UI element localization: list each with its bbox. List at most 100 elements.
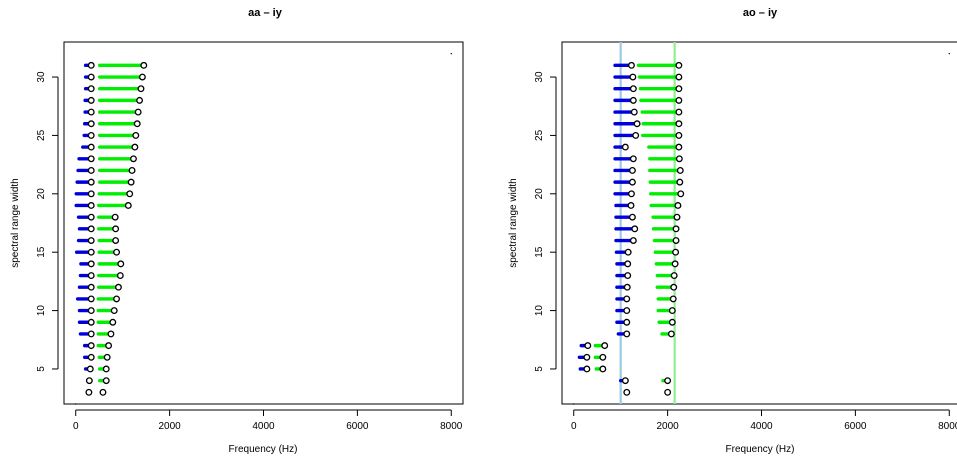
low-peak-marker <box>628 61 635 69</box>
x-tick-label: 2000 <box>158 421 181 432</box>
low-peak-marker <box>87 131 95 139</box>
low-peak-marker <box>628 167 636 174</box>
low-peak-marker <box>87 248 95 256</box>
low-peak-marker <box>87 120 95 128</box>
high-peak-marker <box>676 178 684 186</box>
high-peak-marker <box>128 167 136 174</box>
high-peak-marker <box>103 353 111 361</box>
high-peak-marker <box>124 202 132 209</box>
low-peak-marker <box>623 388 631 396</box>
low-peak-marker <box>623 295 631 303</box>
low-peak-marker <box>85 377 93 385</box>
low-peak-marker <box>624 248 632 256</box>
high-peak-marker <box>130 155 137 163</box>
high-peak-marker <box>599 353 607 361</box>
high-peak-marker <box>672 248 680 256</box>
high-peak-marker <box>131 143 139 151</box>
high-peak-marker <box>664 377 672 385</box>
high-peak-marker <box>673 213 681 221</box>
y-tick-label: 10 <box>36 305 47 317</box>
high-peak-marker <box>675 131 683 139</box>
low-peak-marker <box>87 318 95 326</box>
low-peak-marker <box>87 283 95 291</box>
y-tick-label: 15 <box>534 246 545 258</box>
x-tick-label: 6000 <box>844 421 867 432</box>
high-peak-marker <box>102 377 110 385</box>
high-peak-marker <box>675 143 683 151</box>
low-peak-marker <box>87 155 95 163</box>
high-peak-marker <box>675 120 683 128</box>
y-tick-label: 10 <box>534 305 545 317</box>
high-peak-marker <box>136 96 144 104</box>
low-peak-marker <box>623 330 631 338</box>
chart-panel-ao-iy: ao – iy 0 2000 4000 6000 8000 5 10 15 20 25 30 Fr… <box>508 7 957 455</box>
high-peak-marker <box>116 272 124 279</box>
chart-panel-aa-iy: aa – iy 0 2000 4000 6000 8000 5 10 15 20 25 30 Fr… <box>10 7 464 455</box>
high-peak-marker <box>675 73 683 81</box>
high-peak-marker <box>668 318 676 326</box>
high-peak-marker <box>677 190 685 198</box>
y-tick-label: 30 <box>36 71 47 83</box>
low-peak-marker <box>583 365 591 373</box>
low-peak-marker <box>633 120 641 128</box>
x-tick-label: 4000 <box>750 421 773 432</box>
low-peak-marker <box>621 377 629 385</box>
low-peak-marker <box>629 73 637 81</box>
y-tick-label: 5 <box>36 366 47 372</box>
high-peak-marker <box>668 307 676 315</box>
high-peak-marker <box>670 272 678 279</box>
low-peak-marker <box>628 178 636 186</box>
low-peak-marker <box>584 342 592 350</box>
high-peak-marker <box>669 295 677 303</box>
plot-frame <box>63 41 464 405</box>
low-peak-marker <box>632 131 640 139</box>
high-peak-marker <box>676 167 684 174</box>
low-peak-marker <box>87 225 95 233</box>
low-peak-marker <box>621 143 629 151</box>
high-peak-marker <box>113 248 121 256</box>
high-peak-marker <box>127 178 135 186</box>
y-tick-label: 20 <box>36 188 47 200</box>
low-peak-marker <box>85 388 93 396</box>
low-peak-marker <box>87 190 95 198</box>
low-peak-marker <box>87 85 95 93</box>
low-peak-marker <box>87 272 95 279</box>
high-peak-marker <box>672 237 680 244</box>
x-tick-label: 8000 <box>440 421 463 432</box>
high-peak-marker <box>126 190 134 198</box>
y-tick-label: 15 <box>36 246 47 258</box>
reference-lines <box>619 42 676 404</box>
low-peak-marker <box>629 155 637 163</box>
high-peak-marker <box>110 307 118 315</box>
low-peak-marker <box>628 190 635 198</box>
low-peak-marker <box>629 96 637 104</box>
low-peak-marker <box>87 61 95 69</box>
x-tick-label: 6000 <box>346 421 369 432</box>
corner-point <box>948 52 950 55</box>
high-peak-marker <box>671 260 679 268</box>
low-peak-marker <box>629 85 637 93</box>
low-peak-marker <box>87 178 95 186</box>
x-axis-label: Frequency (Hz) <box>229 444 298 455</box>
high-peak-marker <box>117 260 125 268</box>
x-tick-label: 0 <box>571 421 577 432</box>
low-peak-marker <box>87 307 95 315</box>
corner-point <box>573 403 575 405</box>
x-tick-label: 4000 <box>252 421 275 432</box>
high-peak-marker <box>99 388 107 396</box>
y-tick-label: 25 <box>36 129 47 141</box>
low-peak-marker <box>628 213 636 221</box>
high-peak-marker <box>112 237 120 244</box>
low-peak-marker <box>627 202 635 209</box>
low-peak-marker <box>87 73 95 81</box>
high-peak-marker <box>601 342 609 350</box>
high-peak-marker <box>134 108 142 116</box>
chart-title: ao – iy <box>743 7 778 19</box>
y-axis-label: spectral range width <box>508 178 519 268</box>
low-peak-marker <box>87 353 95 361</box>
high-peak-marker <box>675 61 683 69</box>
data-markers <box>75 52 452 405</box>
low-peak-marker <box>629 237 637 244</box>
